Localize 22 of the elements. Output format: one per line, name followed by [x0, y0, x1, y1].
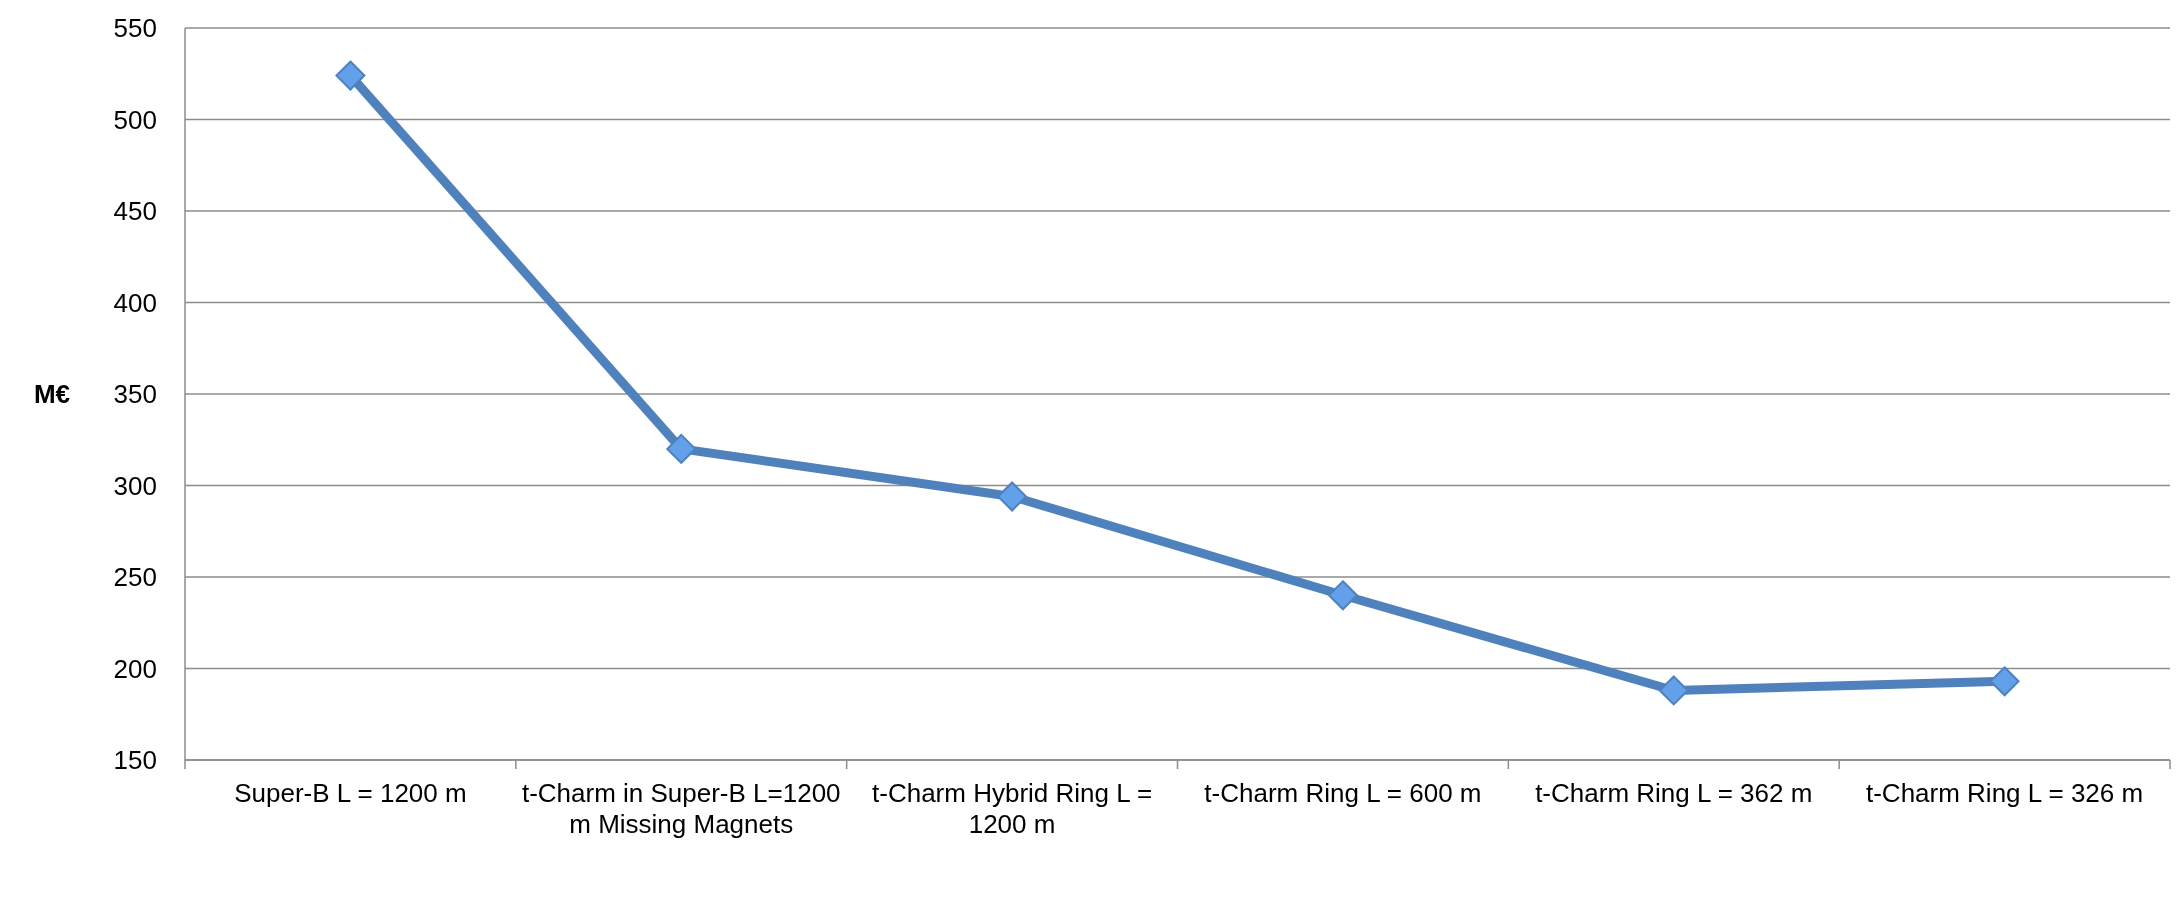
y-axis-title: M€: [33, 379, 71, 409]
y-tick-label: 300: [113, 470, 157, 501]
y-tick-label: 550: [113, 13, 157, 43]
x-tick-label: t-Charm Ring L = 600 m: [1204, 778, 1482, 808]
x-tick-label: t-Charm Ring L = 362 m: [1535, 778, 1813, 808]
y-tick-label: 400: [113, 287, 157, 318]
y-tick-label: 450: [113, 196, 157, 226]
y-tick-label: 500: [113, 104, 157, 135]
point: [1989, 666, 2020, 697]
y-tick-label: 150: [113, 745, 157, 775]
y-tick-label: 250: [113, 562, 157, 592]
y-tick-label: 200: [113, 653, 157, 684]
x-tick-label: Super-B L = 1200 m: [234, 778, 467, 808]
point: [997, 481, 1028, 512]
x-tick-label: t-Charm in Super-B L=1200 m Missing Magnets: [521, 778, 841, 840]
point: [666, 433, 697, 464]
point: [335, 60, 366, 91]
x-tick-label: t-Charm Ring L = 326 m: [1865, 778, 2144, 808]
x-tick-label: t-Charm Hybrid Ring L = 1200 m: [872, 778, 1153, 840]
y-tick-label: 350: [113, 379, 157, 409]
point: [1658, 675, 1689, 706]
point: [1327, 580, 1358, 611]
